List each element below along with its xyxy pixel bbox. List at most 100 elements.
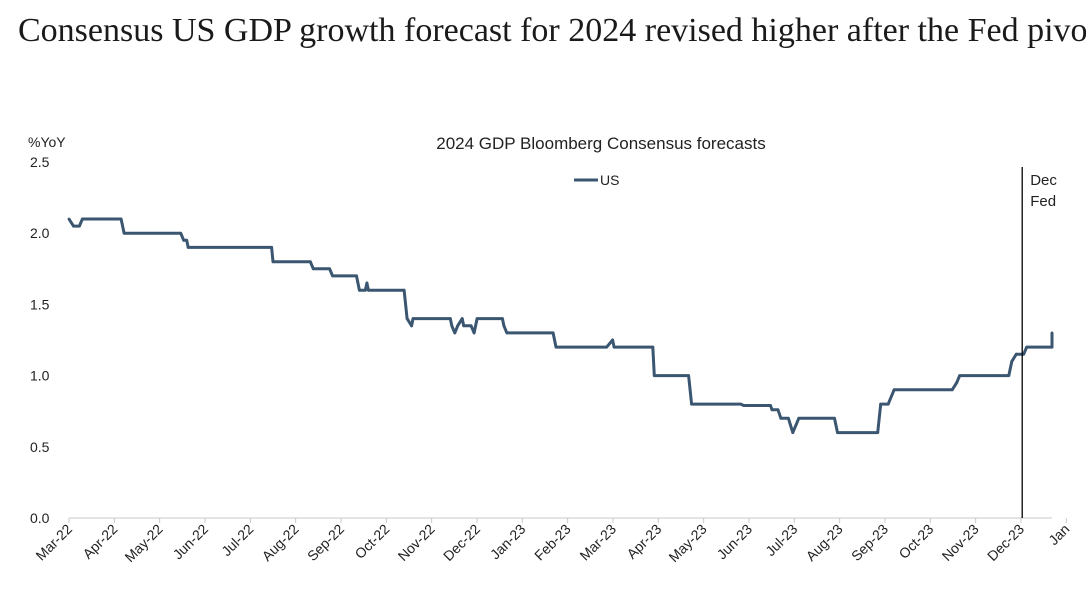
y-tick-label: 2.0	[30, 225, 50, 241]
data-point	[876, 431, 880, 434]
data-point	[779, 416, 783, 420]
data-point	[364, 288, 367, 292]
y-tick-label: 0.5	[30, 439, 50, 455]
data-point	[1014, 352, 1018, 356]
data-point	[469, 324, 473, 328]
x-tick-label: Aug-22	[259, 521, 302, 564]
legend-label-us: US	[600, 172, 619, 188]
data-point	[179, 231, 183, 235]
fed-pivot-label: Dec	[1030, 172, 1057, 189]
data-point	[460, 317, 464, 320]
data-point	[185, 238, 189, 242]
data-point	[1007, 374, 1011, 377]
y-axis-unit-label: %YoY	[28, 134, 66, 150]
series-layer	[67, 217, 1054, 435]
data-point	[328, 267, 331, 271]
data-point	[612, 345, 616, 349]
x-tick-label: Jun-23	[714, 521, 756, 563]
data-point	[410, 324, 413, 328]
data-point	[331, 274, 334, 278]
data-point	[892, 388, 896, 392]
data-point	[271, 260, 275, 264]
data-point	[955, 381, 959, 385]
data-point	[67, 217, 71, 221]
data-point	[879, 402, 883, 406]
data-point	[794, 424, 798, 427]
data-point	[611, 338, 614, 342]
data-point	[502, 324, 506, 328]
data-point	[72, 224, 75, 228]
data-point	[776, 408, 780, 412]
x-tick-label: May-23	[665, 521, 709, 565]
data-point	[958, 374, 962, 377]
data-point	[453, 331, 457, 335]
y-tick-label: 2.5	[30, 154, 50, 170]
data-point	[505, 331, 509, 335]
data-point	[652, 374, 656, 377]
data-point	[186, 246, 190, 249]
data-point	[1010, 360, 1014, 363]
x-tick-label: Jan	[1045, 521, 1072, 548]
annotation-layer: Dec Fed	[1021, 167, 1057, 518]
data-point	[1022, 352, 1026, 356]
x-tick-label: Oct-22	[351, 521, 392, 562]
data-point	[367, 288, 370, 292]
data-point	[365, 281, 369, 285]
x-tick-label: Jul-22	[218, 521, 256, 559]
data-point	[836, 431, 839, 434]
data-point	[1025, 345, 1029, 349]
data-point	[651, 345, 655, 349]
data-point	[456, 324, 460, 328]
x-tick-label: Dec-22	[440, 521, 483, 564]
x-tick-label: Jul-23	[762, 521, 800, 559]
x-tick-label: Mar-22	[32, 521, 75, 564]
data-point	[787, 416, 790, 420]
data-point	[355, 274, 358, 278]
x-tick-label: Mar-23	[576, 521, 619, 564]
data-point	[769, 404, 772, 407]
data-point	[450, 324, 454, 328]
x-tick-label: Feb-23	[531, 521, 574, 564]
data-point	[78, 224, 81, 228]
y-tick-label: 0.0	[30, 510, 50, 526]
x-tick-label: Apr-23	[623, 521, 664, 562]
data-point	[739, 402, 743, 406]
data-point	[358, 288, 361, 292]
data-point	[182, 238, 186, 242]
data-point	[886, 402, 890, 406]
x-tick-label: Sep-23	[848, 521, 891, 564]
series-line-us	[67, 217, 1054, 435]
x-tick-label: Dec-23	[984, 521, 1027, 564]
data-point	[462, 324, 466, 328]
x-tick-label: Nov-23	[939, 521, 982, 564]
data-point	[122, 231, 126, 235]
legend: US	[574, 172, 619, 188]
data-point	[554, 345, 558, 349]
data-point	[119, 217, 123, 221]
data-point	[833, 416, 836, 420]
x-tick-label: May-22	[121, 521, 165, 565]
data-point	[501, 317, 504, 320]
data-point	[81, 217, 84, 221]
data-point	[1050, 345, 1054, 349]
data-point	[270, 246, 273, 249]
data-point	[411, 317, 415, 320]
data-point	[1050, 331, 1054, 335]
fed-pivot-label: Fed	[1030, 193, 1056, 210]
page-headline: Consensus US GDP growth forecast for 202…	[18, 12, 1086, 49]
data-point	[475, 317, 479, 320]
x-tick-label: Jan-23	[487, 521, 529, 563]
data-point	[687, 374, 690, 377]
data-point	[690, 402, 693, 406]
x-tick-label: Sep-22	[304, 521, 347, 564]
x-tick-label: Aug-23	[803, 521, 846, 564]
data-point	[472, 331, 476, 335]
data-point	[742, 404, 746, 407]
data-point	[797, 416, 801, 420]
data-point	[770, 408, 774, 412]
data-point	[402, 288, 406, 292]
x-tick-label: Oct-23	[895, 521, 936, 562]
chart-title: 2024 GDP Bloomberg Consensus forecasts	[436, 134, 765, 153]
